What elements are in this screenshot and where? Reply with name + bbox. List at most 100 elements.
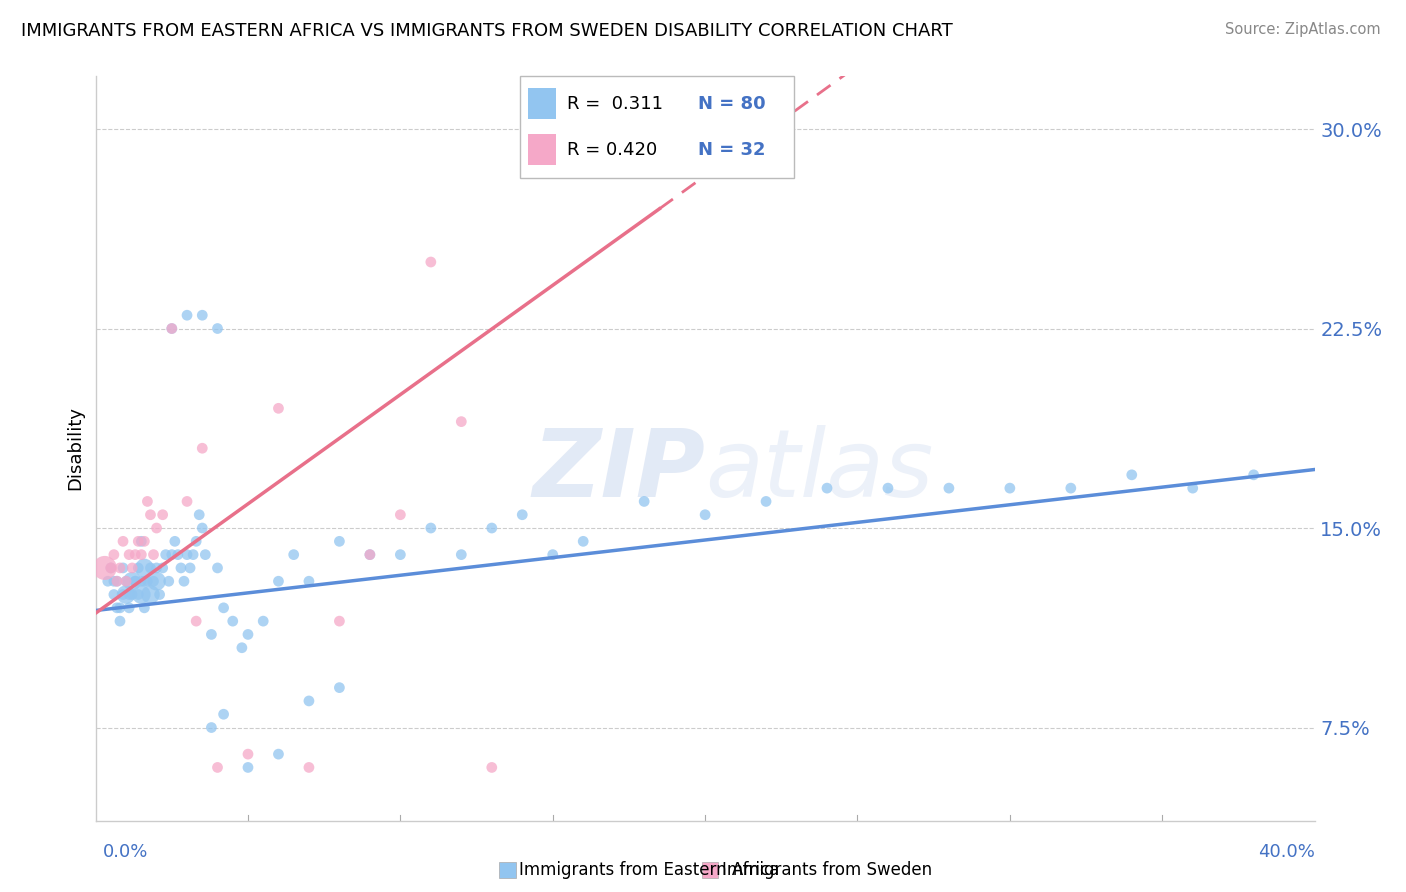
Text: N = 32: N = 32 — [699, 141, 766, 159]
Point — [328, 614, 350, 628]
Point — [633, 494, 655, 508]
Point — [103, 588, 125, 602]
Text: Immigrants from Eastern Africa: Immigrants from Eastern Africa — [519, 861, 779, 879]
Point — [236, 747, 259, 761]
Point — [572, 534, 595, 549]
Point — [389, 508, 412, 522]
Point — [100, 561, 122, 575]
Point — [136, 574, 159, 589]
Point — [450, 548, 472, 562]
Point — [139, 561, 162, 575]
Point — [170, 561, 193, 575]
Point — [419, 255, 441, 269]
Point — [100, 561, 122, 575]
Point — [298, 760, 321, 774]
Point — [1060, 481, 1083, 495]
Point — [212, 707, 235, 722]
Point — [389, 548, 412, 562]
Point — [541, 548, 564, 562]
Point — [139, 588, 162, 602]
Point — [105, 574, 128, 589]
Point — [510, 508, 533, 522]
Point — [167, 548, 190, 562]
Point — [131, 574, 153, 589]
Point — [450, 415, 472, 429]
Text: R =  0.311: R = 0.311 — [567, 95, 662, 112]
Point — [145, 521, 167, 535]
Point — [118, 600, 141, 615]
Point — [124, 548, 146, 562]
Point — [283, 548, 305, 562]
Point — [152, 508, 174, 522]
Point — [157, 574, 180, 589]
Point — [149, 588, 172, 602]
Text: 40.0%: 40.0% — [1258, 843, 1315, 861]
Point — [328, 681, 350, 695]
Point — [236, 627, 259, 641]
Point — [127, 534, 149, 549]
Point — [481, 760, 503, 774]
Bar — [499, 862, 516, 878]
Point — [115, 588, 138, 602]
Point — [1243, 467, 1265, 482]
Point — [188, 508, 211, 522]
Text: Immigrants from Sweden: Immigrants from Sweden — [721, 861, 932, 879]
Point — [134, 534, 156, 549]
Point — [938, 481, 960, 495]
Point — [419, 521, 441, 535]
Point — [181, 548, 204, 562]
Point — [1121, 467, 1143, 482]
Point — [112, 534, 135, 549]
Point — [121, 588, 143, 602]
Point — [179, 561, 201, 575]
Text: IMMIGRANTS FROM EASTERN AFRICA VS IMMIGRANTS FROM SWEDEN DISABILITY CORRELATION : IMMIGRANTS FROM EASTERN AFRICA VS IMMIGR… — [21, 22, 953, 40]
Point — [998, 481, 1021, 495]
Point — [134, 561, 156, 575]
Point — [1181, 481, 1204, 495]
Y-axis label: Disability: Disability — [66, 406, 84, 491]
Point — [191, 442, 214, 455]
Point — [200, 627, 222, 641]
Point — [131, 548, 153, 562]
Point — [695, 508, 717, 522]
Point — [755, 494, 778, 508]
Point — [252, 614, 274, 628]
Point — [112, 561, 135, 575]
Point — [134, 574, 156, 589]
Point — [152, 561, 174, 575]
Bar — [529, 135, 555, 165]
Point — [124, 574, 146, 589]
Point — [127, 561, 149, 575]
Point — [118, 548, 141, 562]
Point — [115, 574, 138, 589]
Point — [267, 401, 290, 416]
Point — [176, 548, 198, 562]
Text: ZIP: ZIP — [533, 425, 706, 516]
Point — [207, 760, 229, 774]
Point — [160, 321, 183, 335]
Point — [103, 548, 125, 562]
Text: R = 0.420: R = 0.420 — [567, 141, 657, 159]
Point — [118, 588, 141, 602]
Text: 0.0%: 0.0% — [103, 843, 148, 861]
Point — [105, 574, 128, 589]
Point — [173, 574, 195, 589]
Point — [212, 600, 235, 615]
Point — [139, 508, 162, 522]
Point — [124, 574, 146, 589]
Text: Source: ZipAtlas.com: Source: ZipAtlas.com — [1225, 22, 1381, 37]
Point — [108, 614, 131, 628]
Point — [136, 494, 159, 508]
Point — [194, 548, 217, 562]
Point — [877, 481, 900, 495]
Point — [176, 494, 198, 508]
Point — [200, 721, 222, 735]
Point — [236, 760, 259, 774]
Point — [328, 534, 350, 549]
Bar — [702, 862, 718, 878]
Point — [186, 534, 208, 549]
Point — [231, 640, 253, 655]
Point — [359, 548, 381, 562]
Point — [298, 694, 321, 708]
Point — [267, 747, 290, 761]
